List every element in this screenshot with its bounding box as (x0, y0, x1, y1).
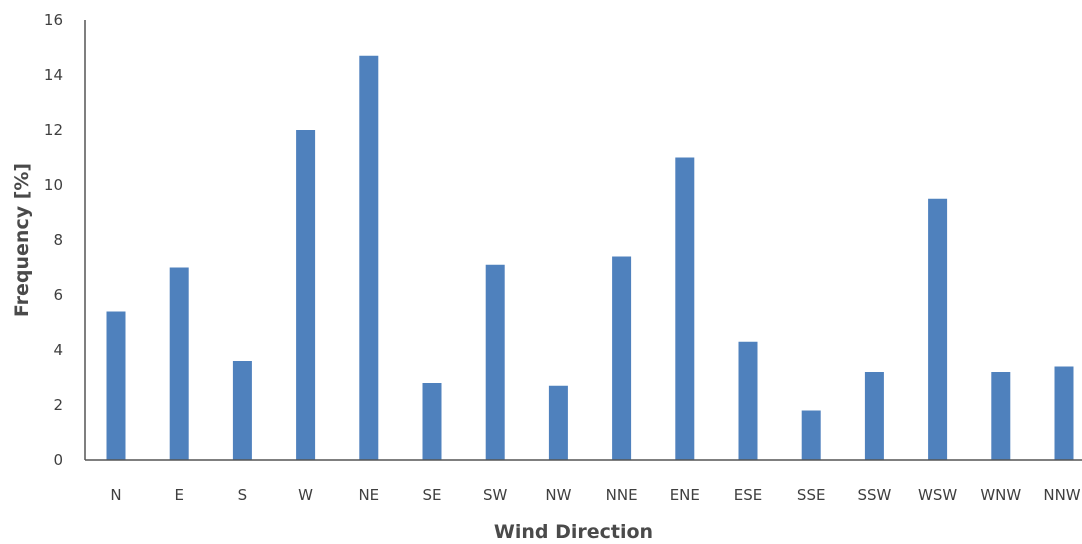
bar-e (169, 267, 189, 460)
x-tick-label: NE (358, 486, 379, 504)
bar-sse (801, 410, 821, 460)
x-tick-label: SSW (857, 486, 891, 504)
x-tick-label: N (110, 486, 121, 504)
bar-s (232, 361, 252, 460)
x-tick-label: SSE (797, 486, 826, 504)
x-tick-label: S (238, 486, 248, 504)
y-tick-label: 6 (53, 286, 63, 304)
bar-sw (485, 264, 505, 460)
bar-ssw (864, 372, 884, 460)
bar-ene (675, 157, 695, 460)
bar-ne (359, 55, 379, 460)
y-tick-label: 0 (53, 451, 63, 469)
bar-nne (612, 256, 632, 460)
bars (106, 55, 1074, 460)
bar-nnw (1054, 366, 1074, 460)
bar-wnw (991, 372, 1011, 460)
x-tick-label: SW (483, 486, 508, 504)
y-tick-label: 4 (53, 341, 63, 359)
x-tick-label: W (298, 486, 313, 504)
x-tick-label: NNE (606, 486, 638, 504)
y-axis-ticks: 0 2 4 6 8 10 12 14 16 (44, 11, 63, 469)
x-tick-label: SE (423, 486, 442, 504)
bar-se (422, 383, 442, 460)
x-tick-label: WSW (918, 486, 957, 504)
x-tick-label: NW (545, 486, 571, 504)
x-tick-label: NNW (1043, 486, 1080, 504)
y-tick-label: 12 (44, 121, 63, 139)
x-tick-label: WNW (980, 486, 1021, 504)
y-tick-label: 8 (53, 231, 63, 249)
y-tick-label: 16 (44, 11, 63, 29)
x-tick-label: E (174, 486, 183, 504)
x-axis-ticks: N E S W NE SE SW NW NNE ENE ESE SSE SSW WSW WNW NNW (110, 486, 1080, 504)
y-tick-label: 2 (53, 396, 63, 414)
bar-wsw (928, 198, 948, 460)
x-tick-label: ENE (670, 486, 700, 504)
x-tick-label: ESE (734, 486, 762, 504)
y-tick-label: 10 (44, 176, 63, 194)
bar-n (106, 311, 126, 460)
bar-w (296, 130, 316, 460)
bar-ese (738, 341, 758, 460)
bar-nw (548, 385, 568, 460)
y-tick-label: 14 (44, 66, 63, 84)
y-axis-title: Frequency [%] (11, 163, 33, 317)
x-axis-title: Wind Direction (494, 521, 653, 543)
